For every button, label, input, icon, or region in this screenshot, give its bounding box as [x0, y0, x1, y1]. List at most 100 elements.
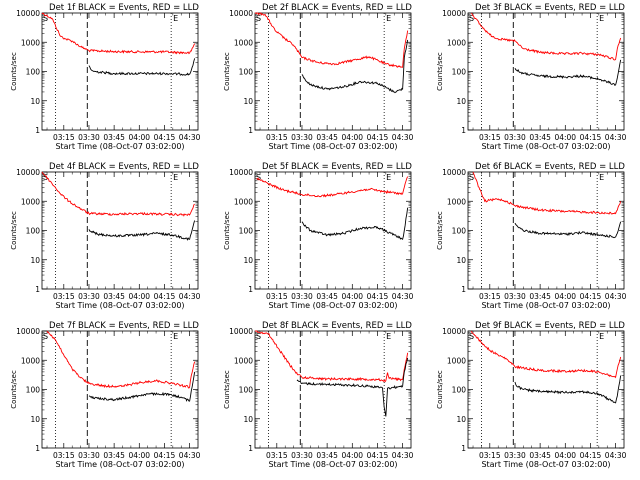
y-tick-label: 100 — [26, 68, 41, 77]
x-tick-label: 04:00 — [128, 451, 150, 460]
start-marker-label: S — [256, 173, 261, 182]
plot-frame — [41, 12, 199, 131]
y-tick-label: 10000 — [16, 9, 40, 18]
end-marker-label: E — [599, 173, 604, 182]
y-axis-label: Counts/sec — [10, 52, 18, 91]
x-axis-label: Start Time (08-Oct-07 03:02:00) — [268, 142, 397, 151]
x-tick-label: 03:15 — [266, 451, 288, 460]
events-rate-line — [296, 357, 409, 417]
plot-frame — [467, 12, 625, 131]
start-marker-label: S — [43, 173, 48, 182]
x-tick-label: 04:15 — [154, 451, 176, 460]
y-tick-label: 1000 — [447, 38, 466, 47]
x-axis-label: Start Time (08-Oct-07 03:02:00) — [481, 460, 610, 469]
y-axis-label: Counts/sec — [436, 370, 444, 409]
lld-rate-line — [255, 330, 409, 383]
y-axis-label: Counts/sec — [223, 370, 231, 409]
x-tick-label: 03:45 — [103, 292, 125, 301]
x-tick-label: 03:15 — [53, 292, 75, 301]
y-axis-label: Counts/sec — [223, 52, 231, 91]
plot-title: Det 8f BLACK = Events, RED = LLD — [262, 321, 412, 331]
x-tick-label: 03:15 — [479, 451, 501, 460]
x-tick-label: 04:30 — [605, 133, 627, 142]
lld-rate-line — [255, 12, 409, 68]
x-tick-label: 03:30 — [78, 133, 100, 142]
x-tick-label: 03:30 — [78, 451, 100, 460]
y-tick-label: 100 — [452, 386, 467, 395]
y-tick-label: 10000 — [229, 327, 253, 336]
y-tick-label: 10 — [243, 415, 253, 424]
y-tick-label: 10000 — [229, 168, 253, 177]
plot-frame — [254, 171, 412, 290]
start-marker-label: S — [256, 14, 261, 23]
x-tick-label: 04:00 — [341, 133, 363, 142]
end-marker-label: E — [386, 14, 391, 23]
plot-frame — [467, 171, 625, 290]
x-tick-label: 03:30 — [504, 133, 526, 142]
events-rate-line — [301, 39, 409, 94]
plot-title: Det 4f BLACK = Events, RED = LLD — [49, 162, 199, 172]
lld-rate-line — [41, 12, 196, 55]
y-tick-label: 1 — [35, 285, 40, 294]
x-tick-label: 03:45 — [529, 133, 551, 142]
x-tick-label: 04:00 — [128, 133, 150, 142]
x-tick-label: 03:30 — [504, 292, 526, 301]
events-rate-line — [88, 220, 196, 241]
y-tick-label: 10 — [456, 97, 466, 106]
x-tick-label: 04:30 — [179, 133, 201, 142]
y-tick-label: 1 — [461, 285, 466, 294]
y-tick-label: 10 — [243, 97, 253, 106]
plot-title: Det 1f BLACK = Events, RED = LLD — [49, 3, 199, 13]
x-tick-label: 04:00 — [128, 292, 150, 301]
y-tick-label: 1 — [248, 285, 253, 294]
start-marker-label: S — [43, 14, 48, 23]
x-tick-label: 04:30 — [179, 451, 201, 460]
events-rate-line — [88, 58, 196, 76]
plot-frame — [467, 330, 625, 449]
start-marker-label: S — [43, 332, 48, 341]
y-tick-label: 1 — [248, 444, 253, 453]
x-axis-label: Start Time (08-Oct-07 03:02:00) — [55, 460, 184, 469]
x-tick-label: 04:15 — [367, 451, 389, 460]
x-axis-label: Start Time (08-Oct-07 03:02:00) — [481, 142, 610, 151]
end-marker-label: E — [386, 332, 391, 341]
x-axis-label: Start Time (08-Oct-07 03:02:00) — [55, 301, 184, 310]
lld-rate-line — [472, 171, 622, 215]
events-rate-line — [514, 375, 622, 404]
y-axis-label: Counts/sec — [436, 52, 444, 91]
x-axis-label: Start Time (08-Oct-07 03:02:00) — [55, 142, 184, 151]
x-tick-label: 03:45 — [529, 292, 551, 301]
y-tick-label: 100 — [239, 386, 254, 395]
end-marker-label: E — [386, 173, 391, 182]
x-tick-label: 04:00 — [554, 292, 576, 301]
y-axis-label: Counts/sec — [223, 211, 231, 250]
x-tick-label: 04:15 — [367, 133, 389, 142]
plot-title: Det 2f BLACK = Events, RED = LLD — [262, 3, 412, 13]
y-axis-label: Counts/sec — [10, 211, 18, 250]
y-axis-label: Counts/sec — [10, 370, 18, 409]
plot-title: Det 7f BLACK = Events, RED = LLD — [49, 321, 199, 331]
x-tick-label: 03:45 — [316, 292, 338, 301]
y-tick-label: 10 — [30, 97, 40, 106]
y-tick-label: 1 — [35, 126, 40, 135]
lld-rate-line — [470, 330, 622, 379]
y-tick-label: 1000 — [447, 197, 466, 206]
y-tick-label: 10 — [243, 256, 253, 265]
y-tick-label: 100 — [452, 227, 467, 236]
x-tick-label: 03:45 — [529, 451, 551, 460]
y-tick-label: 100 — [26, 227, 41, 236]
events-rate-line — [514, 221, 622, 239]
y-tick-label: 10 — [456, 256, 466, 265]
y-axis-label: Counts/sec — [436, 211, 444, 250]
x-tick-label: 03:15 — [479, 133, 501, 142]
x-tick-label: 03:30 — [291, 292, 313, 301]
x-tick-label: 04:15 — [154, 292, 176, 301]
y-tick-label: 1 — [35, 444, 40, 453]
